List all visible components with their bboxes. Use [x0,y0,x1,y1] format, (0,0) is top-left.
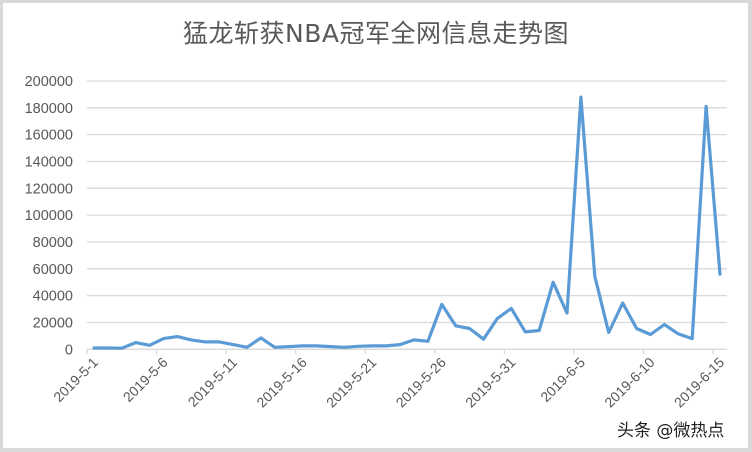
y-tick-label: 40000 [33,289,73,305]
x-tick-label: 2019-5-26 [393,354,450,411]
x-tick-label: 2019-5-16 [253,354,310,411]
x-tick-label: 2019-6-5 [537,354,588,405]
y-tick-label: 60000 [33,262,73,278]
data-series [92,95,722,350]
chart-frame [3,3,748,448]
x-tick-label: 2019-5-11 [185,354,241,410]
x-tick-label: 2019-5-6 [120,354,171,405]
y-tick-label: 0 [65,342,73,358]
x-axis: 2019-5-1 2019-5-6 2019-5-11 2019-5-16 2019-5… [50,348,728,411]
series-line [92,95,722,350]
y-tick-label: 160000 [25,128,73,144]
watermark: 头条 @微热点 [617,421,725,441]
chart-title: 猛龙斩获NBA冠军全网信息走势图 [183,19,569,48]
x-tick-label: 2019-6-15 [671,354,728,411]
y-tick-label: 20000 [33,315,73,331]
y-tick-label: 180000 [25,101,73,117]
gridlines [87,80,727,324]
x-tick-label: 2019-5-21 [323,354,380,411]
y-tick-label: 140000 [25,154,73,170]
x-tick-label: 2019-5-1 [50,354,101,405]
y-tick-label: 120000 [25,181,73,197]
y-tick-label: 100000 [25,208,73,224]
y-tick-label: 200000 [25,74,73,90]
y-tick-label: 80000 [33,235,73,251]
x-tick-label: 2019-5-31 [462,354,519,411]
x-tick-label: 2019-6-10 [601,354,658,411]
y-axis-labels: 0 20000 40000 60000 80000 100000 120000 140000 1… [25,74,73,358]
